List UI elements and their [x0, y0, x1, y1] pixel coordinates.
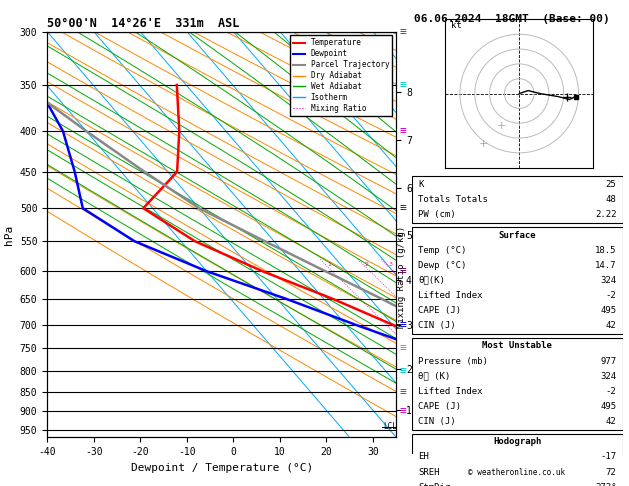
Text: -17: -17	[600, 452, 616, 461]
Text: StmDir: StmDir	[418, 483, 450, 486]
Text: K: K	[418, 180, 424, 189]
Text: +: +	[497, 121, 506, 131]
Text: θᴇ(K): θᴇ(K)	[418, 276, 445, 285]
Text: ≡: ≡	[399, 366, 406, 376]
Y-axis label: km
ASL: km ASL	[415, 226, 437, 243]
Text: ≡: ≡	[399, 126, 406, 136]
FancyBboxPatch shape	[412, 176, 623, 223]
Text: 273°: 273°	[595, 483, 616, 486]
Text: 324: 324	[600, 276, 616, 285]
Text: 3: 3	[388, 262, 392, 267]
Text: 1: 1	[327, 262, 331, 267]
Text: Surface: Surface	[499, 230, 536, 240]
Text: 495: 495	[600, 306, 616, 315]
Text: Temp (°C): Temp (°C)	[418, 245, 467, 255]
Text: Pressure (mb): Pressure (mb)	[418, 357, 488, 365]
Text: 48: 48	[606, 195, 616, 204]
Text: ≡: ≡	[399, 80, 406, 90]
X-axis label: Dewpoint / Temperature (°C): Dewpoint / Temperature (°C)	[131, 463, 313, 473]
Text: 2.22: 2.22	[595, 210, 616, 219]
Text: ≡: ≡	[399, 203, 406, 213]
Text: 25: 25	[606, 180, 616, 189]
Text: 50°00'N  14°26'E  331m  ASL: 50°00'N 14°26'E 331m ASL	[47, 17, 240, 31]
Text: CAPE (J): CAPE (J)	[418, 402, 461, 411]
Text: θᴇ (K): θᴇ (K)	[418, 372, 450, 381]
Text: 06.06.2024  18GMT  (Base: 00): 06.06.2024 18GMT (Base: 00)	[414, 14, 610, 24]
Text: 14.7: 14.7	[595, 260, 616, 270]
Text: ≡: ≡	[399, 320, 406, 330]
Text: 42: 42	[606, 321, 616, 330]
Text: CIN (J): CIN (J)	[418, 321, 456, 330]
Text: 977: 977	[600, 357, 616, 365]
Text: 2: 2	[365, 262, 369, 267]
Text: Lifted Index: Lifted Index	[418, 291, 483, 300]
FancyBboxPatch shape	[412, 227, 623, 334]
Text: 42: 42	[606, 417, 616, 426]
Text: ≡: ≡	[399, 406, 406, 417]
Text: PW (cm): PW (cm)	[418, 210, 456, 219]
Text: ≡: ≡	[399, 266, 406, 276]
Text: ≡: ≡	[399, 387, 406, 397]
Text: Dewp (°C): Dewp (°C)	[418, 260, 467, 270]
Text: ≡: ≡	[399, 344, 406, 353]
Text: +: +	[479, 139, 488, 149]
Legend: Temperature, Dewpoint, Parcel Trajectory, Dry Adiabat, Wet Adiabat, Isotherm, Mi: Temperature, Dewpoint, Parcel Trajectory…	[290, 35, 392, 116]
Text: ≡: ≡	[399, 27, 406, 36]
Y-axis label: hPa: hPa	[4, 225, 14, 244]
Text: -2: -2	[606, 387, 616, 396]
Text: CIN (J): CIN (J)	[418, 417, 456, 426]
Text: CAPE (J): CAPE (J)	[418, 306, 461, 315]
Text: Lifted Index: Lifted Index	[418, 387, 483, 396]
Text: Most Unstable: Most Unstable	[482, 342, 552, 350]
Text: SREH: SREH	[418, 468, 440, 476]
Text: 495: 495	[600, 402, 616, 411]
Text: 18.5: 18.5	[595, 245, 616, 255]
Text: © weatheronline.co.uk: © weatheronline.co.uk	[469, 468, 565, 477]
Text: 324: 324	[600, 372, 616, 381]
Text: 72: 72	[606, 468, 616, 476]
Text: LCL: LCL	[383, 422, 397, 431]
Text: Mixing Ratio (g/kg): Mixing Ratio (g/kg)	[397, 226, 406, 328]
Text: Totals Totals: Totals Totals	[418, 195, 488, 204]
Text: EH: EH	[418, 452, 429, 461]
Text: -2: -2	[606, 291, 616, 300]
FancyBboxPatch shape	[412, 434, 623, 486]
Text: Hodograph: Hodograph	[493, 437, 542, 446]
FancyBboxPatch shape	[412, 338, 623, 430]
Text: kt: kt	[451, 21, 462, 30]
